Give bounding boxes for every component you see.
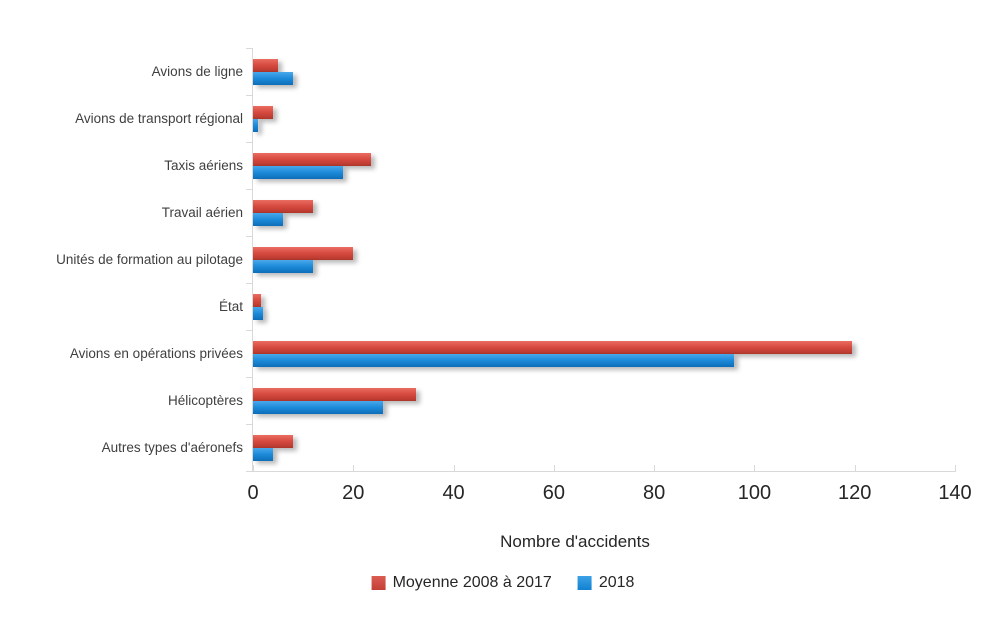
x-tick-label: 20 (342, 482, 365, 504)
bar-group (253, 152, 955, 179)
bar-2018 (253, 165, 344, 179)
bar-2018 (253, 400, 384, 414)
y-axis-line (252, 48, 253, 471)
x-tick-label: 60 (542, 482, 565, 504)
x-tick-mark (553, 465, 555, 471)
y-tick-mark (246, 283, 253, 284)
category-band: Hélicoptères (0, 377, 1000, 424)
category-label: État (218, 298, 243, 314)
bar-moyenne-2008-2017 (253, 293, 261, 307)
bar-moyenne-2008-2017 (253, 58, 279, 72)
bar-moyenne-2008-2017 (253, 434, 294, 448)
x-tick-label: 0 (247, 482, 259, 504)
bar-2018 (253, 212, 284, 226)
x-axis-title: Nombre d'accidents (500, 532, 650, 551)
x-tick-label: 100 (737, 482, 772, 504)
category-band: Avions de ligne (0, 48, 1000, 95)
category-label: Hélicoptères (167, 392, 243, 408)
bar-group (253, 246, 955, 273)
legend-item: 2018 (577, 574, 635, 592)
legend-label: Moyenne 2008 à 2017 (392, 574, 552, 591)
y-tick-mark (246, 48, 253, 49)
x-tick-label: 120 (838, 482, 872, 504)
bar-moyenne-2008-2017 (253, 199, 314, 213)
x-tick-mark (754, 465, 756, 471)
y-tick-mark (246, 142, 253, 143)
category-label: Avions de transport régional (75, 110, 243, 126)
category-label: Taxis aériens (164, 157, 243, 173)
x-tick-label: 80 (643, 482, 666, 504)
category-label: Autres types d'aéronefs (101, 439, 243, 455)
bar-group (253, 105, 955, 132)
x-tick-label: 40 (442, 482, 465, 504)
bar-2018 (253, 306, 264, 320)
bar-group (253, 293, 955, 320)
x-axis-line (252, 471, 956, 472)
bar-group (253, 434, 955, 461)
legend: Moyenne 2008 à 2017 2018 (371, 574, 635, 592)
category-band: Avions de transport régional (0, 95, 1000, 142)
legend-label: 2018 (598, 574, 635, 591)
legend-item: Moyenne 2008 à 2017 (371, 574, 552, 592)
x-tick-mark (453, 465, 455, 471)
category-band: Travail aérien (0, 189, 1000, 236)
bar-group (253, 340, 955, 367)
category-label: Unités de formation au pilotage (56, 251, 243, 267)
bar-moyenne-2008-2017 (253, 387, 416, 401)
x-tick-mark (955, 465, 956, 471)
category-band: État (0, 283, 1000, 330)
bar-moyenne-2008-2017 (253, 340, 853, 354)
bar-2018 (253, 447, 274, 461)
x-tick-label: 140 (938, 482, 972, 504)
legend-swatch-icon (371, 576, 386, 590)
bar-moyenne-2008-2017 (253, 105, 274, 119)
bar-2018 (253, 259, 314, 273)
y-tick-mark (246, 424, 253, 425)
x-tick-mark (654, 465, 656, 471)
category-band: Taxis aériens (0, 142, 1000, 189)
bar-group (253, 387, 955, 414)
category-band: Unités de formation au pilotage (0, 236, 1000, 283)
bar-moyenne-2008-2017 (253, 246, 354, 260)
bar-group (253, 199, 955, 226)
legend-swatch-icon (577, 576, 592, 590)
x-tick-mark (353, 465, 355, 471)
y-tick-mark (246, 330, 253, 331)
bar-2018 (253, 353, 735, 367)
category-label: Avions en opérations privées (69, 345, 243, 361)
y-tick-mark (246, 236, 253, 237)
category-label: Travail aérien (161, 204, 243, 220)
bar-moyenne-2008-2017 (253, 152, 371, 166)
bar-2018 (253, 118, 258, 132)
bar-2018 (253, 71, 294, 85)
category-band: Avions en opérations privées (0, 330, 1000, 377)
x-tick-mark (854, 465, 856, 471)
x-tick-mark (253, 465, 254, 471)
y-tick-mark (246, 189, 253, 190)
bar-group (253, 58, 955, 85)
y-tick-mark (246, 471, 253, 472)
category-label: Avions de ligne (151, 63, 243, 79)
y-tick-mark (246, 95, 253, 96)
category-band: Autres types d'aéronefs (0, 424, 1000, 471)
y-tick-mark (246, 377, 253, 378)
